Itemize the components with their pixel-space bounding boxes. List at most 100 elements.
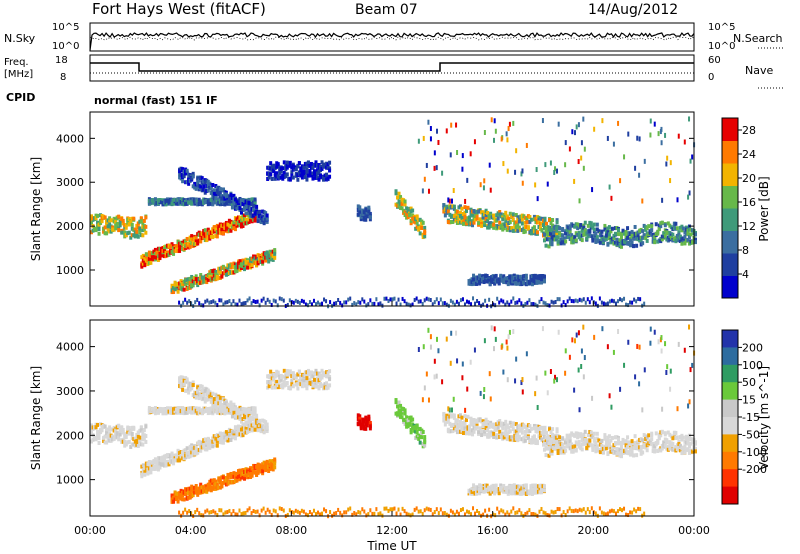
- power-pixel: [411, 302, 414, 307]
- power-pixel: [304, 302, 307, 307]
- velocity-pixel: [211, 480, 215, 485]
- power-pixel: [668, 230, 672, 235]
- velocity-pixel: [143, 472, 147, 477]
- power-pixel: [178, 172, 182, 177]
- velocity-pixel: [218, 437, 222, 442]
- power-pixel: [155, 255, 159, 260]
- power-pixel: [200, 279, 204, 284]
- power-pixel: [509, 280, 513, 285]
- velocity-pixel: [146, 471, 150, 476]
- velocity-pixel: [510, 435, 514, 440]
- velocity-pixel: [206, 411, 210, 416]
- velocity-pixel: [214, 482, 218, 487]
- velocity-pixel: [519, 437, 523, 442]
- sky-tick-top: 10^5: [52, 22, 79, 33]
- velocity-pixel: [454, 427, 458, 432]
- power-pixel: [665, 237, 669, 242]
- power-pixel: [172, 285, 176, 290]
- velocity-pixel: [561, 449, 565, 454]
- power-pixel: [630, 240, 634, 245]
- power-pixel: [487, 221, 491, 226]
- power-pixel: [565, 224, 569, 229]
- velocity-pixel: [144, 461, 148, 466]
- velocity-pixel: [397, 400, 401, 405]
- velocity-pixel: [238, 428, 242, 433]
- velocity-pixel: [211, 391, 215, 396]
- velocity-pixel: [142, 428, 146, 433]
- velocity-pixel: [226, 438, 230, 443]
- velocity-pixel: [291, 376, 295, 381]
- power-pixel: [555, 218, 559, 223]
- velocity-pixel: [414, 436, 418, 441]
- velocity-pixel: [543, 425, 547, 430]
- power-pixel: [441, 170, 444, 176]
- velocity-pixel: [508, 437, 512, 442]
- power-pixel: [523, 220, 527, 225]
- power-pixel: [549, 221, 553, 226]
- power-pixel: [208, 185, 212, 190]
- velocity-pixel: [218, 485, 222, 490]
- power-pixel: [209, 201, 213, 206]
- velocity-pixel: [259, 466, 263, 471]
- power-pixel: [308, 300, 311, 305]
- power-pixel: [266, 297, 269, 302]
- power-pixel: [147, 252, 151, 257]
- power-pixel: [403, 202, 407, 207]
- power-pixel: [600, 229, 604, 234]
- power-pixel: [472, 296, 475, 301]
- power-pixel: [206, 199, 210, 204]
- velocity-pixel: [279, 383, 283, 388]
- power-pixel: [235, 262, 239, 267]
- power-pixel: [175, 244, 179, 249]
- velocity-pixel: [406, 424, 410, 429]
- power-pixel: [200, 275, 204, 280]
- velocity-pixel: [224, 436, 228, 441]
- velocity-pixel: [135, 442, 139, 447]
- power-pixel: [172, 246, 176, 251]
- velocity-pixel: [501, 426, 505, 431]
- velocity-pixel: [461, 421, 465, 426]
- power-pixel: [482, 277, 486, 282]
- velocity-pixel: [236, 409, 240, 414]
- velocity-pixel: [267, 374, 271, 379]
- power-pixel: [142, 218, 146, 223]
- velocity-pixel: [230, 404, 234, 409]
- power-pixel: [182, 170, 186, 175]
- velocity-pixel: [193, 406, 197, 411]
- velocity-pixel: [297, 369, 301, 374]
- power-pixel: [559, 241, 563, 246]
- velocity-pixel: [458, 419, 462, 424]
- power-pixel: [215, 198, 219, 203]
- power-pixel: [273, 251, 277, 256]
- power-pixel: [452, 188, 455, 194]
- velocity-pixel: [558, 448, 562, 453]
- velocity-pixel: [223, 435, 227, 440]
- velocity-pixel: [238, 414, 242, 419]
- power-pixel: [645, 238, 649, 243]
- velocity-pixel: [220, 405, 224, 410]
- velocity-pixel: [421, 444, 425, 449]
- power-pixel: [323, 163, 327, 168]
- power-pixel: [529, 228, 533, 233]
- power-pixel: [689, 227, 693, 232]
- power-pixel: [227, 199, 231, 204]
- velocity-pixel: [320, 368, 324, 373]
- power-pixel: [226, 300, 229, 305]
- velocity-pixel: [514, 422, 518, 427]
- velocity-pixel: [309, 370, 313, 375]
- velocity-pixel: [194, 451, 198, 456]
- power-pixel: [229, 201, 233, 206]
- velocity-pixel: [315, 384, 319, 389]
- power-pixel: [252, 259, 256, 264]
- power-pixel: [546, 225, 550, 230]
- velocity-pixel: [520, 486, 524, 491]
- power-pixel: [455, 216, 459, 221]
- power-pixel: [230, 196, 234, 201]
- power-pixel: [319, 164, 323, 169]
- power-pixel: [345, 300, 348, 305]
- power-pixel: [624, 240, 628, 245]
- power-pixel: [246, 200, 250, 205]
- power-pixel: [144, 215, 148, 220]
- velocity-pixel: [215, 394, 219, 399]
- power-pixel: [635, 236, 639, 241]
